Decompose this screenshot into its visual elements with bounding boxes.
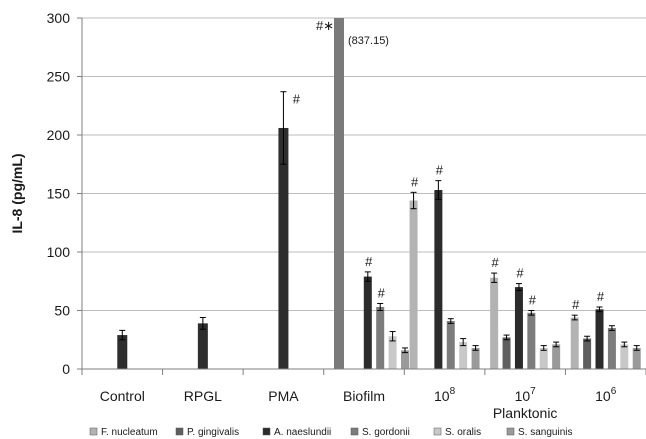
- x-tick-label: Control: [100, 388, 145, 404]
- significance-mark: #: [597, 289, 605, 304]
- legend-swatch: [433, 427, 442, 436]
- significance-mark: #: [572, 297, 580, 312]
- x-tick-label-text: RPGL: [184, 388, 222, 404]
- significance-mark: #: [293, 92, 301, 107]
- value-note: (837.15): [348, 35, 389, 47]
- x-tick-label-text: PMA: [268, 388, 299, 404]
- gridlines: [82, 17, 646, 311]
- legend-entry: F. nucleatum: [101, 427, 158, 438]
- bars: [117, 18, 641, 369]
- legend-entry: S. oralis: [445, 427, 481, 438]
- bar: [471, 347, 480, 369]
- bar: [434, 189, 443, 369]
- x-tick-label-exponent: 7: [530, 386, 536, 397]
- bar: [490, 277, 499, 369]
- bar: [595, 309, 604, 369]
- legend-swatch: [175, 427, 184, 436]
- x-tick-label: Biofilm: [343, 388, 385, 404]
- legend-entry: S. sanguinis: [518, 427, 572, 438]
- y-tick-label: 50: [54, 303, 70, 319]
- bar: [632, 347, 641, 369]
- y-tick-label: 200: [47, 127, 71, 143]
- significance-mark: #∗: [316, 18, 334, 33]
- y-tick-label: 150: [47, 186, 71, 202]
- bar: [446, 321, 455, 369]
- legend-swatch: [262, 427, 271, 436]
- significance-mark: #: [436, 163, 444, 178]
- x-tick-label-text: 10: [434, 388, 450, 404]
- bar: [459, 342, 468, 369]
- bar: [607, 328, 616, 369]
- bar: [197, 323, 208, 369]
- x-tick-label: PMA: [268, 388, 299, 404]
- bar: [117, 335, 128, 369]
- bar: [334, 18, 344, 369]
- significance-mark: #: [365, 254, 373, 269]
- bar: [278, 127, 289, 369]
- bar: [527, 312, 536, 369]
- bar: [620, 344, 629, 369]
- y-tick-label: 250: [47, 69, 71, 85]
- bar: [552, 344, 561, 369]
- significance-mark: #: [492, 255, 500, 270]
- significance-mark: #: [378, 285, 386, 300]
- legend: F. nucleatum P. gingivalis A. naeslundii S.…: [89, 427, 572, 438]
- bar: [388, 336, 397, 369]
- bar: [583, 338, 592, 369]
- x-tick-label: 106: [595, 386, 617, 404]
- x-tick-label-text: 10: [515, 388, 531, 404]
- bar: [363, 276, 372, 369]
- legend-swatch: [89, 427, 98, 436]
- bar: [539, 347, 548, 369]
- x-tick-label: 108: [434, 386, 456, 404]
- x-tick-label: 107: [515, 386, 537, 404]
- significance-mark: #: [529, 293, 537, 308]
- bar: [409, 200, 418, 369]
- bar: [401, 350, 409, 369]
- y-tick-label: 100: [47, 244, 71, 260]
- x-tick-label: RPGL: [184, 388, 222, 404]
- legend-entry: S. gordonii: [362, 427, 410, 438]
- legend-entry: A. naeslundii: [274, 427, 331, 438]
- bar: [376, 306, 385, 369]
- y-tick-label: 300: [47, 10, 71, 26]
- bar: [514, 287, 523, 369]
- legend-entry: P. gingivalis: [187, 427, 239, 438]
- labels: 0 50 100 150 200 250 300 # #∗ (837.15) # # # # # # # # # Co…: [9, 10, 617, 421]
- y-tick-label: 0: [62, 361, 70, 377]
- y-axis-label: IL-8 (pg/mL): [9, 153, 25, 233]
- significance-mark: #: [411, 174, 419, 189]
- x-tick-label-exponent: 6: [611, 386, 617, 397]
- x-tick-label-text: 10: [595, 388, 611, 404]
- bar: [502, 337, 511, 369]
- bar: [570, 317, 579, 369]
- x-tick-label-text: Biofilm: [343, 388, 385, 404]
- axes: [77, 17, 646, 375]
- legend-swatch: [350, 427, 359, 436]
- x-tick-label-exponent: 8: [450, 386, 456, 397]
- group-label: Planktonic: [493, 405, 558, 421]
- significance-mark: #: [516, 266, 524, 281]
- x-tick-label-text: Control: [100, 388, 145, 404]
- legend-swatch: [506, 427, 515, 436]
